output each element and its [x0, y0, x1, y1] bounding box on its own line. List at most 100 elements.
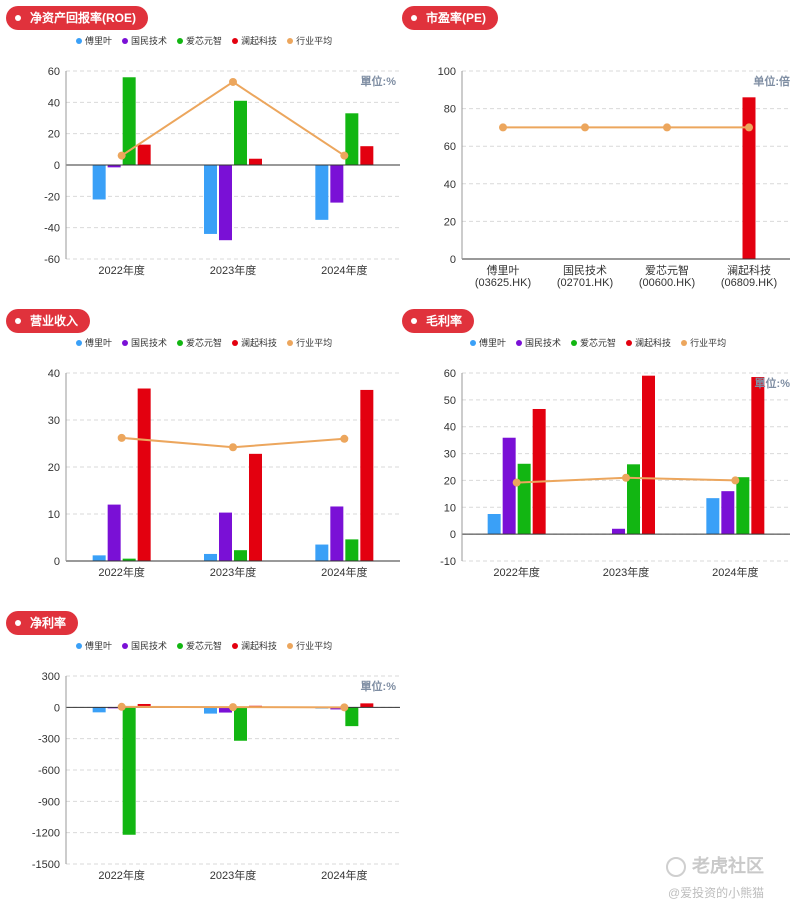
- legend-item[interactable]: 澜起科技: [232, 34, 277, 47]
- x-tick-label: 2023年度: [210, 868, 256, 882]
- bar: [721, 491, 735, 535]
- y-tick-label: -600: [38, 765, 60, 777]
- x-tick-label: 国民技术: [563, 264, 607, 277]
- bar: [204, 553, 217, 561]
- legend-item[interactable]: 爱芯元智: [177, 336, 222, 349]
- legend-swatch: [470, 339, 476, 346]
- legend-label: 傅里叶: [479, 338, 507, 348]
- average-point: [512, 478, 521, 487]
- y-tick-label: 40: [444, 179, 456, 191]
- bar: [742, 97, 756, 259]
- x-tick-label: 2023年度: [210, 565, 256, 579]
- y-tick-label: 10: [48, 509, 60, 521]
- bar: [612, 528, 625, 535]
- y-tick-label: 60: [444, 368, 456, 380]
- legend-item[interactable]: 澜起科技: [626, 336, 671, 349]
- average-point: [663, 123, 671, 132]
- watermark-brand-text: 老虎社区: [692, 856, 764, 876]
- legend-item[interactable]: 傅里叶: [76, 639, 112, 652]
- legend-item[interactable]: 国民技术: [516, 336, 561, 349]
- legend-item[interactable]: 行业平均: [287, 639, 332, 652]
- legend-item[interactable]: 国民技术: [122, 336, 167, 349]
- legend-item[interactable]: 爱芯元智: [177, 34, 222, 47]
- bar: [122, 707, 136, 835]
- y-tick-label: 20: [444, 475, 456, 487]
- legend-item[interactable]: 国民技术: [122, 34, 167, 47]
- legend-roe[interactable]: 傅里叶 国民技术 爱芯元智 澜起科技 行业平均: [76, 34, 332, 47]
- y-tick-label: 30: [48, 415, 60, 427]
- bullet-icon: [15, 15, 21, 21]
- unit-label: 单位:倍: [753, 74, 790, 88]
- legend-swatch: [626, 339, 633, 346]
- y-tick-label: -10: [440, 556, 456, 568]
- bar: [137, 703, 151, 708]
- legend-revenue[interactable]: 傅里叶 国民技术 爱芯元智 澜起科技 行业平均: [76, 336, 332, 349]
- legend-gross[interactable]: 傅里叶 国民技术 爱芯元智 澜起科技 行业平均: [470, 336, 726, 349]
- bar: [532, 408, 546, 535]
- legend-net[interactable]: 傅里叶 国民技术 爱芯元智 澜起科技 行业平均: [76, 639, 332, 652]
- average-point: [731, 476, 740, 485]
- legend-item[interactable]: 行业平均: [287, 34, 332, 47]
- bar: [107, 504, 121, 561]
- legend-item[interactable]: 国民技术: [122, 639, 167, 652]
- bar: [627, 464, 640, 535]
- legend-item[interactable]: 行业平均: [681, 336, 726, 349]
- legend-label: 国民技术: [131, 36, 168, 46]
- bar: [345, 539, 359, 561]
- y-tick-label: 40: [48, 97, 60, 109]
- average-point: [340, 151, 349, 160]
- x-tick-label: (03625.HK): [475, 277, 531, 289]
- bar: [204, 165, 217, 234]
- legend-label: 澜起科技: [241, 338, 278, 348]
- y-tick-label: 20: [48, 462, 60, 474]
- legend-swatch: [76, 642, 82, 649]
- legend-item[interactable]: 澜起科技: [232, 639, 277, 652]
- bar: [249, 158, 262, 165]
- y-tick-label: -20: [44, 191, 60, 203]
- legend-item[interactable]: 爱芯元智: [177, 639, 222, 652]
- average-point: [117, 702, 126, 711]
- y-tick-label: 40: [48, 368, 60, 380]
- y-tick-label: 40: [444, 422, 456, 434]
- legend-swatch: [232, 37, 239, 44]
- bar: [92, 555, 106, 561]
- legend-item[interactable]: 爱芯元智: [571, 336, 616, 349]
- y-tick-label: -1200: [32, 828, 60, 840]
- unit-label: 單位:%: [755, 376, 791, 390]
- y-tick-label: 20: [444, 216, 456, 228]
- x-tick-label: 2024年度: [321, 868, 367, 882]
- legend-label: 澜起科技: [635, 338, 672, 348]
- y-tick-label: -60: [44, 254, 60, 266]
- bar: [219, 707, 232, 713]
- y-tick-label: 300: [42, 671, 60, 683]
- legend-item[interactable]: 傅里叶: [470, 336, 506, 349]
- panel-title-net: 净利率: [6, 611, 79, 635]
- legend-label: 爱芯元智: [580, 338, 617, 348]
- legend-swatch: [177, 37, 184, 44]
- legend-item[interactable]: 行业平均: [287, 336, 332, 349]
- bar: [92, 165, 106, 200]
- average-point: [117, 433, 126, 442]
- y-tick-label: 20: [48, 129, 60, 141]
- legend-label: 傅里叶: [85, 36, 113, 46]
- bar: [736, 477, 750, 535]
- bar: [330, 506, 344, 561]
- legend-item[interactable]: 傅里叶: [76, 34, 112, 47]
- legend-label: 爱芯元智: [186, 641, 223, 651]
- legend-label: 行业平均: [296, 641, 333, 651]
- average-point: [340, 703, 349, 712]
- y-tick-label: -300: [38, 734, 60, 746]
- bar: [330, 707, 344, 710]
- legend-item[interactable]: 傅里叶: [76, 336, 112, 349]
- legend-item[interactable]: 澜起科技: [232, 336, 277, 349]
- y-tick-label: 100: [438, 66, 456, 78]
- bar: [706, 498, 720, 535]
- bar: [137, 144, 151, 165]
- x-tick-label: 2022年度: [493, 565, 539, 579]
- panel-title-pe: 市盈率(PE): [402, 6, 499, 30]
- legend-label: 国民技术: [525, 338, 562, 348]
- y-tick-label: -1500: [32, 859, 60, 871]
- average-point: [340, 434, 349, 443]
- y-tick-label: 0: [450, 254, 456, 266]
- y-tick-label: 10: [444, 502, 456, 514]
